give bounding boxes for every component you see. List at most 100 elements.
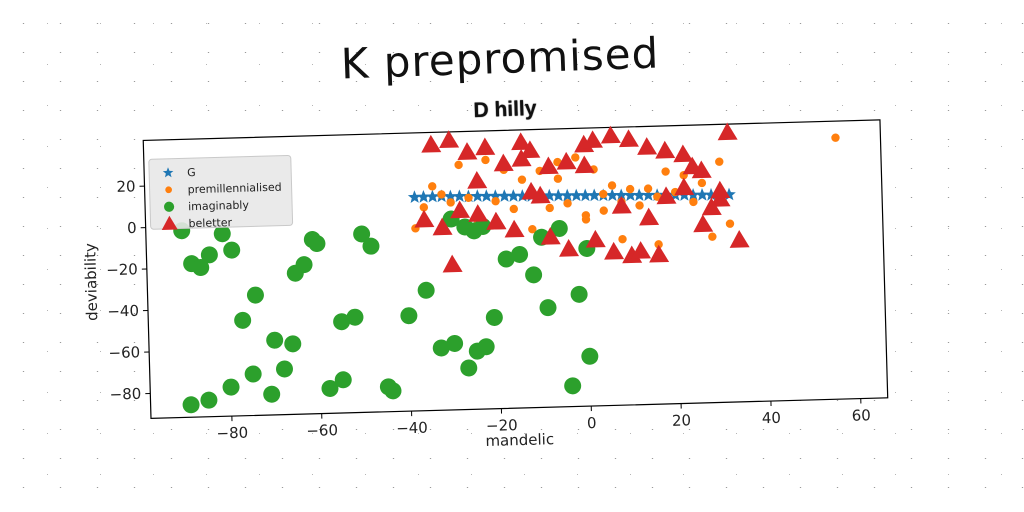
legend-label: G xyxy=(187,166,196,179)
point-series-4 xyxy=(693,214,714,233)
point-series-3 xyxy=(321,379,339,397)
point-series-3 xyxy=(525,266,543,284)
point-series-4 xyxy=(656,186,677,205)
point-series-1 xyxy=(722,187,736,201)
point-series-4 xyxy=(511,132,532,151)
x-tick-label: −40 xyxy=(396,419,428,438)
point-series-3 xyxy=(275,360,293,378)
point-series-1 xyxy=(578,188,592,202)
y-axis-label: deviability xyxy=(81,243,101,321)
point-series-4 xyxy=(729,230,750,248)
point-series-3 xyxy=(286,264,304,282)
point-series-2 xyxy=(599,189,608,199)
point-series-4 xyxy=(530,185,551,204)
y-tick-label: −80 xyxy=(109,385,141,404)
point-series-4 xyxy=(475,137,496,156)
point-series-4 xyxy=(414,209,435,228)
point-series-2 xyxy=(635,201,644,210)
point-series-1 xyxy=(452,189,467,203)
y-tick-label: −20 xyxy=(106,260,138,279)
point-series-2 xyxy=(553,174,563,183)
point-series-1 xyxy=(587,188,601,202)
legend-label: premillennialised xyxy=(187,181,281,197)
point-series-3 xyxy=(474,217,492,235)
x-tick-label: −80 xyxy=(216,424,248,443)
point-series-3 xyxy=(539,299,557,317)
legend-marker xyxy=(163,201,175,212)
point-series-1 xyxy=(407,190,422,204)
point-series-1 xyxy=(632,188,646,202)
point-series-1 xyxy=(443,189,458,203)
point-series-2 xyxy=(571,153,580,162)
point-series-4 xyxy=(611,195,632,214)
point-series-3 xyxy=(379,378,397,396)
point-series-1 xyxy=(569,188,583,202)
point-series-1 xyxy=(641,188,655,202)
point-series-4 xyxy=(600,125,621,144)
point-series-3 xyxy=(200,391,218,409)
point-series-4 xyxy=(493,153,514,172)
point-series-4 xyxy=(450,200,471,219)
point-series-2 xyxy=(491,196,500,206)
point-series-2 xyxy=(607,181,617,190)
point-series-4 xyxy=(585,229,606,248)
point-series-2 xyxy=(654,240,663,249)
point-series-1 xyxy=(695,187,709,201)
point-series-2 xyxy=(481,155,490,165)
point-series-4 xyxy=(421,134,442,153)
y-tick-label: 0 xyxy=(127,219,137,237)
point-series-4 xyxy=(717,122,738,141)
point-series-4 xyxy=(559,238,580,257)
point-series-4 xyxy=(631,241,652,259)
point-series-4 xyxy=(639,207,660,226)
point-series-4 xyxy=(432,217,453,236)
point-series-2 xyxy=(625,184,635,194)
point-series-4 xyxy=(649,244,670,263)
point-series-2 xyxy=(661,167,670,176)
point-series-3 xyxy=(222,378,240,396)
point-series-2 xyxy=(581,211,591,220)
point-series-2 xyxy=(428,182,437,191)
point-series-4 xyxy=(504,219,525,238)
point-series-1 xyxy=(470,189,485,203)
point-series-4 xyxy=(673,144,694,163)
point-series-2 xyxy=(563,199,572,208)
point-series-3 xyxy=(485,308,503,326)
point-series-2 xyxy=(528,225,537,234)
point-series-4 xyxy=(468,204,489,222)
point-series-3 xyxy=(223,241,241,259)
point-series-3 xyxy=(570,285,588,303)
axis-ticks: −80 −60 −40 −20 0 20 40 60 20 0 −20 −40 −60 −80 xyxy=(106,177,871,443)
point-series-2 xyxy=(715,157,724,166)
point-series-3 xyxy=(263,385,281,403)
x-tick-label: 20 xyxy=(672,411,692,430)
point-series-3 xyxy=(432,339,450,357)
point-series-3 xyxy=(308,235,326,253)
point-series-1 xyxy=(623,188,637,202)
point-series-4 xyxy=(674,177,695,196)
point-series-2 xyxy=(599,206,608,215)
point-series-3 xyxy=(477,338,495,356)
point-series-4 xyxy=(439,130,460,149)
point-series-2 xyxy=(618,234,627,244)
point-series-1 xyxy=(560,188,574,202)
point-series-3 xyxy=(417,281,435,299)
point-series-4 xyxy=(486,211,507,230)
point-series-3 xyxy=(564,377,582,395)
y-tick-label: 20 xyxy=(116,177,136,196)
y-tick-label: −40 xyxy=(107,302,139,321)
point-series-3 xyxy=(362,237,380,255)
x-tick-label: −60 xyxy=(306,421,338,440)
point-series-3 xyxy=(234,311,252,329)
point-series-1 xyxy=(542,188,556,202)
point-series-4 xyxy=(574,134,595,153)
point-series-3 xyxy=(244,365,262,383)
point-series-2 xyxy=(697,178,707,188)
point-series-3 xyxy=(497,250,515,268)
point-series-4 xyxy=(556,151,577,170)
legend-box xyxy=(148,154,294,230)
x-axis-label: mandelic xyxy=(485,430,554,450)
point-series-1 xyxy=(479,189,494,203)
